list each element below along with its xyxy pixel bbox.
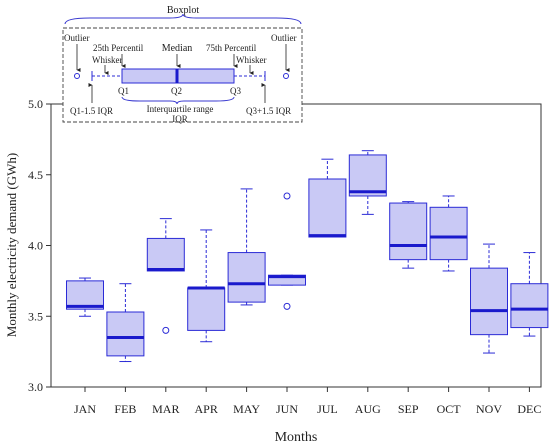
legend-outlier-left-label: Outlier <box>64 33 90 43</box>
y-axis-label: Monthly electricity demand (GWh) <box>4 153 19 337</box>
x-axis: JAN FEB MAR APR MAY JUN JUL AUG SEP OCT NOV DEC <box>74 387 541 416</box>
boxplot-legend: Boxplot Outlier Outlier 25th Percentil M… <box>62 5 303 124</box>
y-tick-label: 3.0 <box>28 380 43 394</box>
box <box>470 267 508 336</box>
box <box>389 202 428 261</box>
box <box>227 252 266 303</box>
x-tick-label: DEC <box>517 402 541 416</box>
legend-outlier-right <box>283 73 289 79</box>
x-tick-label: NOV <box>476 402 502 416</box>
x-tick-label: JUL <box>317 402 338 416</box>
legend-p25-label: 25th Percentil <box>93 43 144 53</box>
legend-upper-fence-label: Q3+1.5 IQR <box>246 106 291 116</box>
legend-lower-fence-label: Q1-1.5 IQR <box>70 106 113 116</box>
outlier-point <box>283 192 291 200</box>
y-tick-label: 4.5 <box>28 168 43 182</box>
box <box>308 178 347 238</box>
box <box>187 287 226 331</box>
y-axis: 3.0 3.5 4.0 4.5 5.0 <box>28 97 51 394</box>
legend-q3-label: Q3 <box>230 86 241 96</box>
legend-p75-label: 75th Percentil <box>206 43 257 53</box>
x-tick-label: APR <box>195 402 218 416</box>
outlier-point <box>283 302 291 310</box>
x-tick-label: AUG <box>355 402 381 416</box>
x-tick-label: SEP <box>398 402 419 416</box>
y-tick-label: 3.5 <box>28 309 43 323</box>
x-tick-label: MAY <box>233 402 260 416</box>
box <box>146 237 185 272</box>
legend-outlier-left <box>74 73 80 79</box>
box <box>429 206 468 261</box>
outlier-point <box>162 326 170 334</box>
legend-whisker-right-label: Whisker <box>236 55 267 65</box>
x-tick-label: MAR <box>152 402 179 416</box>
x-tick-label: FEB <box>114 402 136 416</box>
boxes-layer <box>66 150 549 363</box>
box <box>66 280 104 310</box>
legend-iqr-label: Interquartile range <box>147 104 214 114</box>
x-tick-label: JUN <box>276 402 298 416</box>
legend-iqr-sublabel: IQR <box>172 114 188 124</box>
legend-iqr-brace <box>121 96 235 105</box>
box <box>106 311 145 357</box>
legend-title-brace <box>64 13 302 25</box>
legend-title: Boxplot <box>167 5 199 16</box>
x-tick-label: OCT <box>437 402 462 416</box>
legend-q1-label: Q1 <box>118 86 129 96</box>
box <box>510 283 549 329</box>
y-tick-label: 4.0 <box>28 239 43 253</box>
legend-q2-label: Q2 <box>171 86 182 96</box>
x-tick-label: JAN <box>74 402 96 416</box>
legend-outlier-right-label: Outlier <box>271 33 297 43</box>
legend-whisker-left-label: Whisker <box>92 55 123 65</box>
box <box>348 154 387 197</box>
legend-median-label: Median <box>162 43 193 54</box>
y-tick-label: 5.0 <box>28 97 43 111</box>
x-axis-label: Months <box>275 430 318 444</box>
